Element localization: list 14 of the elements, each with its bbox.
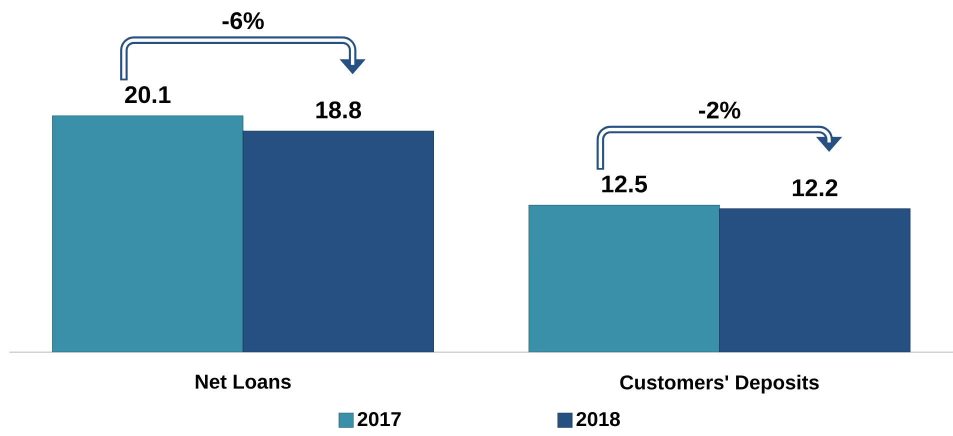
bar: [52, 115, 244, 352]
data-label: 12.5: [602, 175, 648, 193]
data-label: 18.8: [316, 101, 362, 118]
bar: [719, 208, 910, 352]
text: -6%: [222, 12, 264, 30]
x-tick-label: Net Loans: [196, 374, 291, 389]
data-label: 12.2: [792, 179, 838, 196]
bar: [528, 204, 720, 352]
data-label: 20.1: [125, 86, 171, 104]
legend-label: 2018: [576, 412, 620, 426]
x-tick-label: Customers' Deposits: [620, 374, 819, 394]
bar: [242, 130, 434, 352]
annotation: -2%: [699, 102, 740, 119]
legend-label: 2017: [358, 412, 401, 426]
